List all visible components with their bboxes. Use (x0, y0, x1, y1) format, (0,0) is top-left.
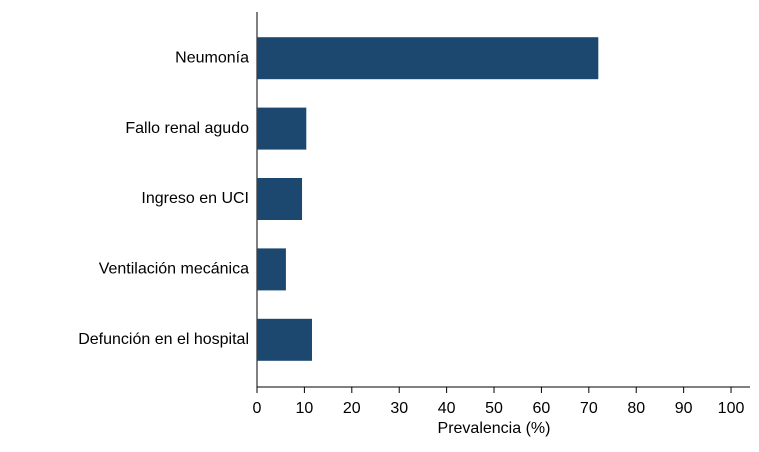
y-tick-label: Ingreso en UCI (141, 190, 249, 207)
bar (257, 318, 312, 361)
x-tick-label: 50 (485, 400, 503, 417)
x-tick-label: 60 (533, 400, 551, 417)
bar (257, 178, 303, 220)
x-tick-label: 40 (438, 400, 456, 417)
y-tick-label: Ventilación mecánica (99, 261, 249, 278)
x-tick-label: 90 (675, 400, 693, 417)
bar (257, 107, 307, 150)
x-axis-label: Prevalencia (%) (438, 420, 551, 437)
x-tick-label: 30 (390, 400, 408, 417)
x-tick-label: 70 (580, 400, 598, 417)
x-tick-label: 0 (253, 400, 262, 417)
x-tick-label: 80 (627, 400, 645, 417)
y-tick-label: Defunción en el hospital (78, 331, 249, 348)
y-tick-label: Fallo renal agudo (125, 120, 249, 137)
x-tick-label: 10 (296, 400, 314, 417)
bar (257, 37, 599, 80)
x-tick-label: 20 (343, 400, 361, 417)
bar (257, 248, 286, 291)
y-tick-label: Neumonía (175, 49, 249, 66)
x-tick-label: 100 (718, 400, 745, 417)
